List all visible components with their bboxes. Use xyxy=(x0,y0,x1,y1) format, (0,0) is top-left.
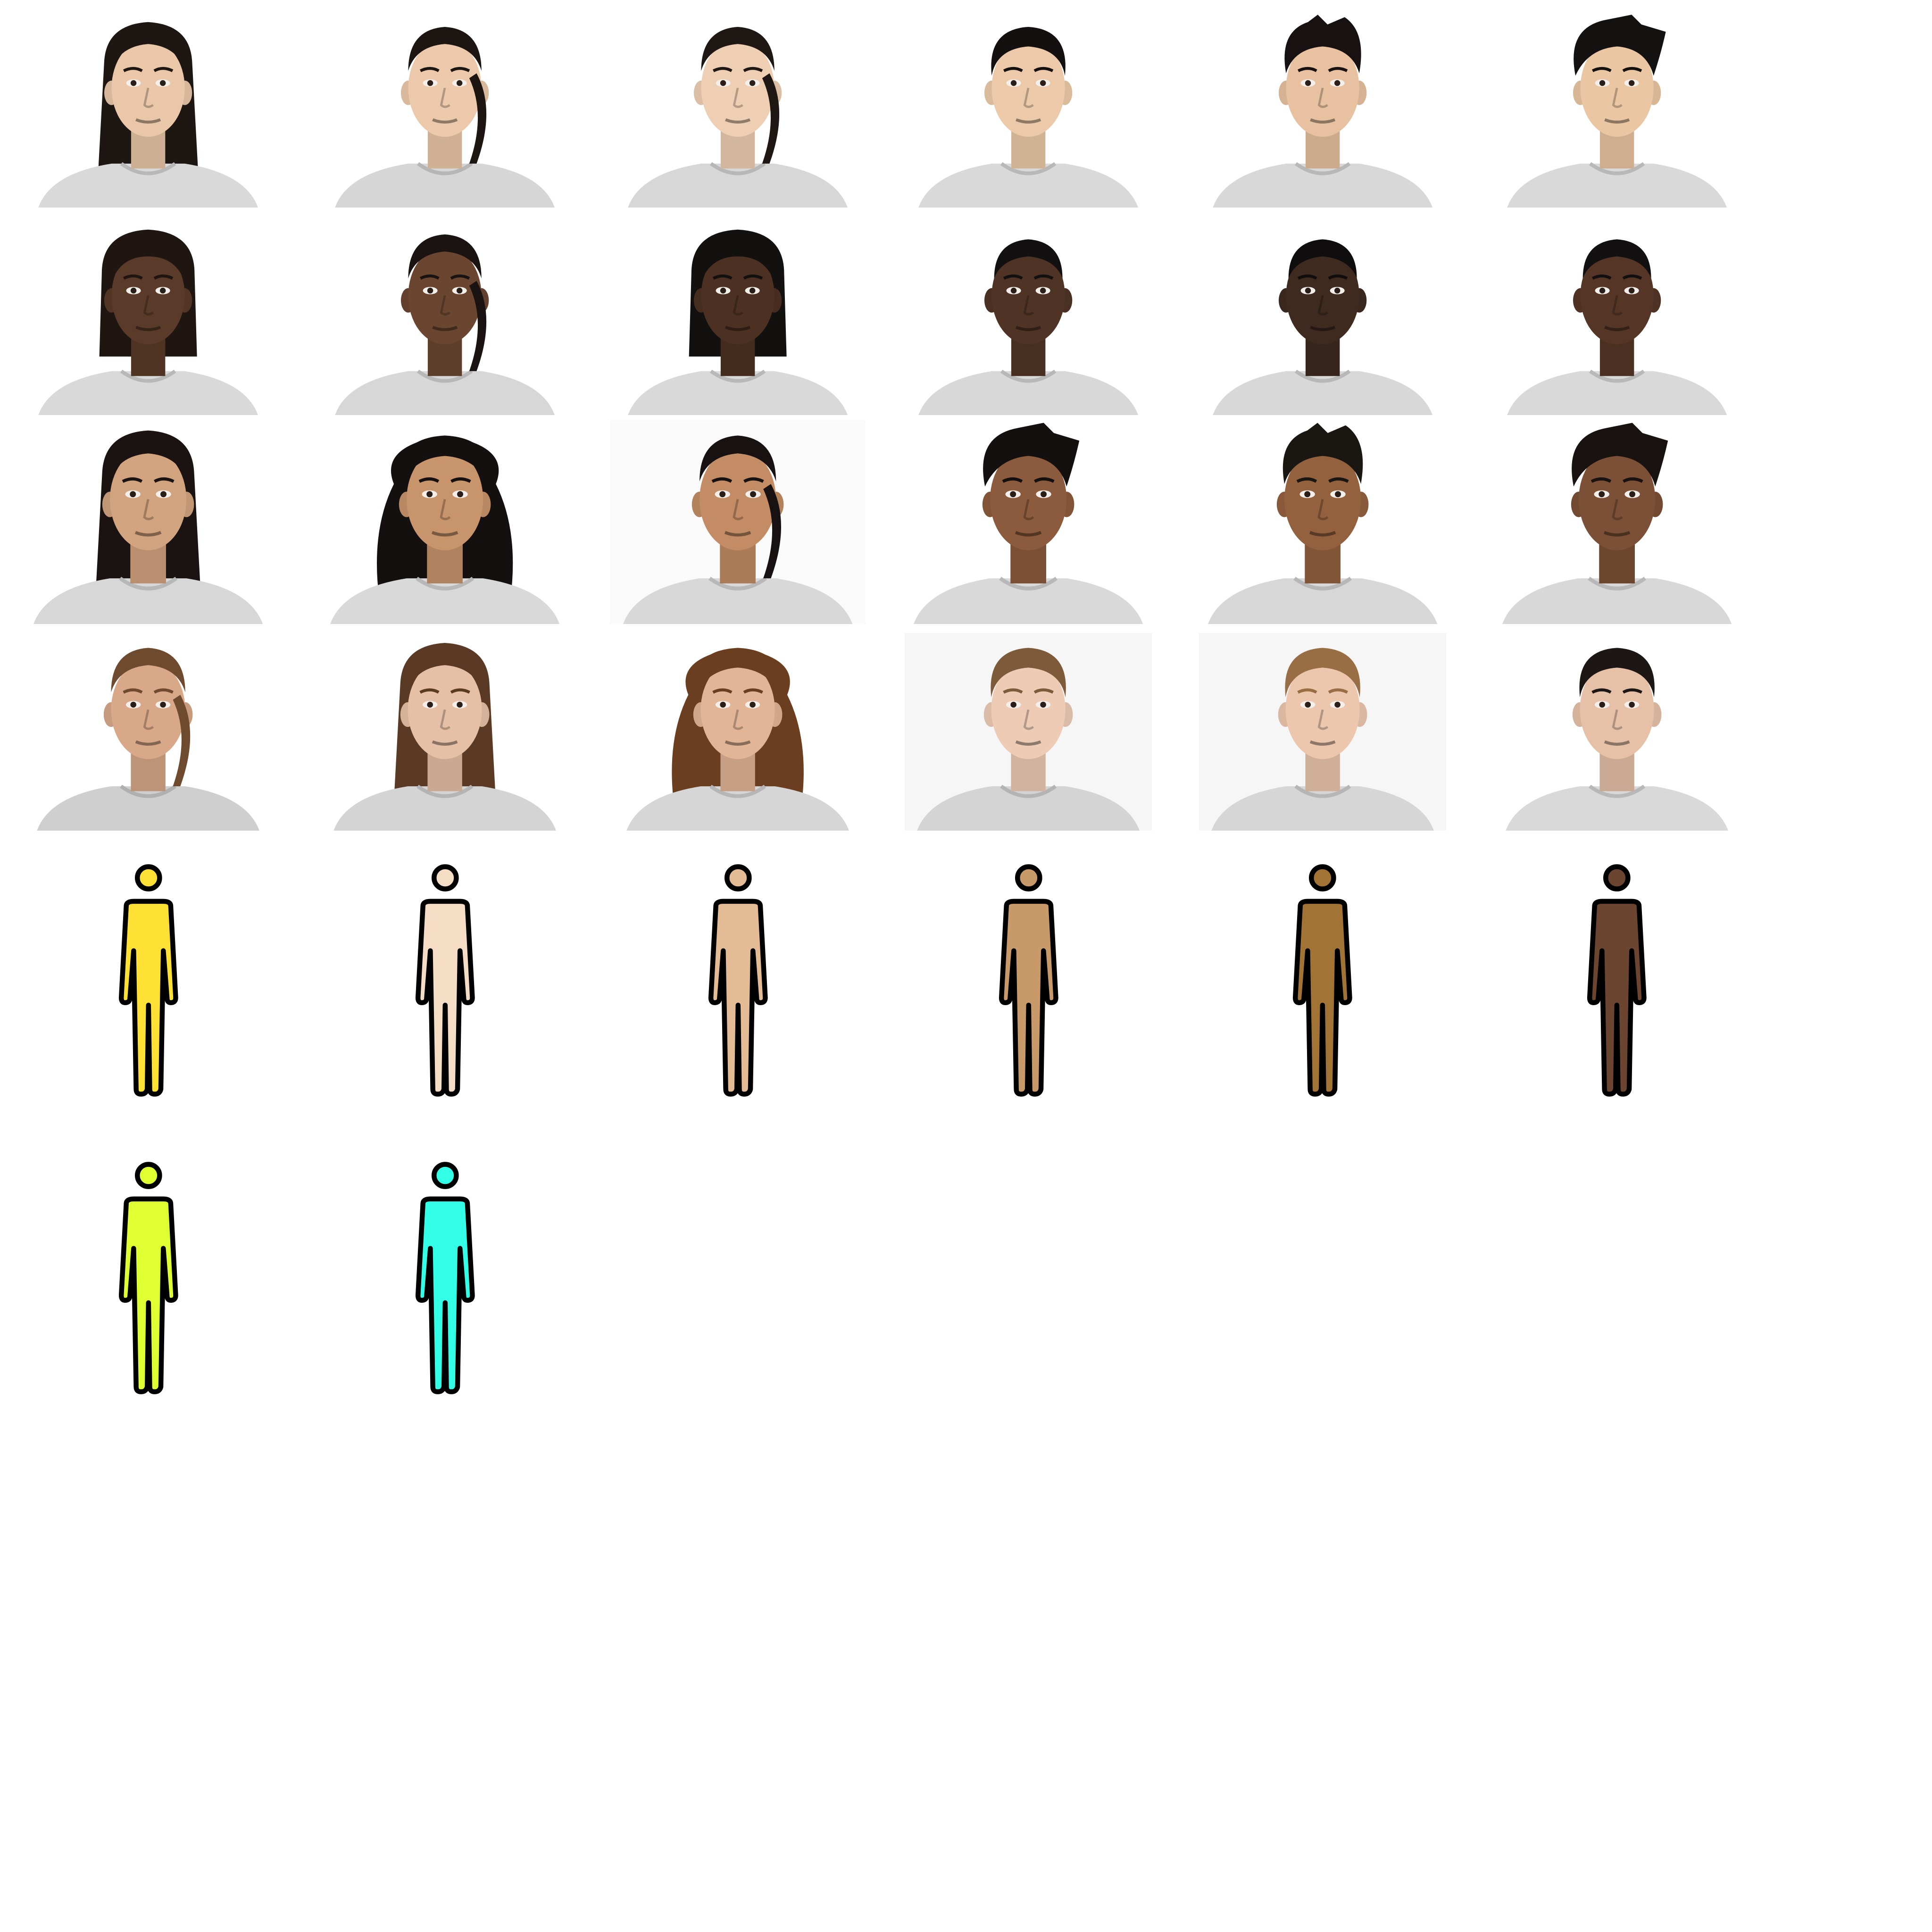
person-figure-icon xyxy=(1273,862,1372,1104)
face-portrait-graphic xyxy=(317,420,573,625)
portrait-photo xyxy=(8,420,288,625)
person-figure-icon xyxy=(396,862,495,1104)
portrait-photo xyxy=(305,12,584,208)
person-figure-icon xyxy=(979,862,1078,1104)
face-portrait-graphic xyxy=(321,633,569,831)
portrait-photo xyxy=(598,220,877,416)
portrait-photo xyxy=(1183,633,1462,831)
portrait-photo xyxy=(1183,220,1462,416)
portrait-photo xyxy=(598,633,877,831)
person-figure-icon xyxy=(1567,862,1666,1104)
face-portrait-graphic xyxy=(26,220,271,416)
portrait-photo xyxy=(1477,12,1757,208)
portrait-photo xyxy=(889,220,1168,416)
face-portrait-graphic xyxy=(323,220,567,416)
portrait-photo xyxy=(889,420,1168,625)
portrait-photo xyxy=(889,633,1168,831)
face-portrait-graphic xyxy=(323,12,567,208)
face-portrait-graphic xyxy=(1200,220,1445,416)
face-portrait-graphic xyxy=(614,633,862,831)
portrait-photo xyxy=(1477,420,1757,625)
face-portrait-graphic xyxy=(25,633,272,831)
person-figure-icon xyxy=(99,862,198,1104)
portrait-photo xyxy=(598,12,877,208)
face-portrait-graphic xyxy=(616,12,860,208)
portrait-photo xyxy=(598,420,877,625)
portrait-photo xyxy=(889,12,1168,208)
face-portrait-graphic xyxy=(616,220,860,416)
portrait-photo xyxy=(1477,633,1757,831)
person-figure-icon xyxy=(689,862,788,1104)
face-portrait-graphic xyxy=(1494,220,1739,416)
portrait-photo xyxy=(305,633,584,831)
portrait-photo xyxy=(1183,420,1462,625)
face-portrait-graphic xyxy=(906,220,1151,416)
portrait-photo xyxy=(305,420,584,625)
portrait-photo xyxy=(1477,220,1757,416)
face-portrait-graphic xyxy=(905,633,1152,831)
portrait-photo xyxy=(305,220,584,416)
portrait-photo xyxy=(8,220,288,416)
face-portrait-graphic xyxy=(1494,12,1739,208)
portrait-photo xyxy=(1183,12,1462,208)
face-portrait-graphic xyxy=(21,420,276,625)
face-portrait-graphic xyxy=(901,420,1156,625)
portrait-photo xyxy=(8,12,288,208)
face-portrait-graphic xyxy=(1200,12,1445,208)
face-portrait-graphic xyxy=(1199,633,1447,831)
person-figure-icon xyxy=(99,1159,198,1402)
face-portrait-graphic xyxy=(1489,420,1744,625)
portrait-photo xyxy=(8,633,288,831)
face-portrait-graphic xyxy=(1195,420,1450,625)
face-portrait-graphic xyxy=(906,12,1151,208)
person-figure-icon xyxy=(396,1159,495,1402)
face-portrait-graphic xyxy=(26,12,271,208)
face-portrait-graphic xyxy=(1493,633,1740,831)
face-portrait-graphic xyxy=(610,420,866,625)
